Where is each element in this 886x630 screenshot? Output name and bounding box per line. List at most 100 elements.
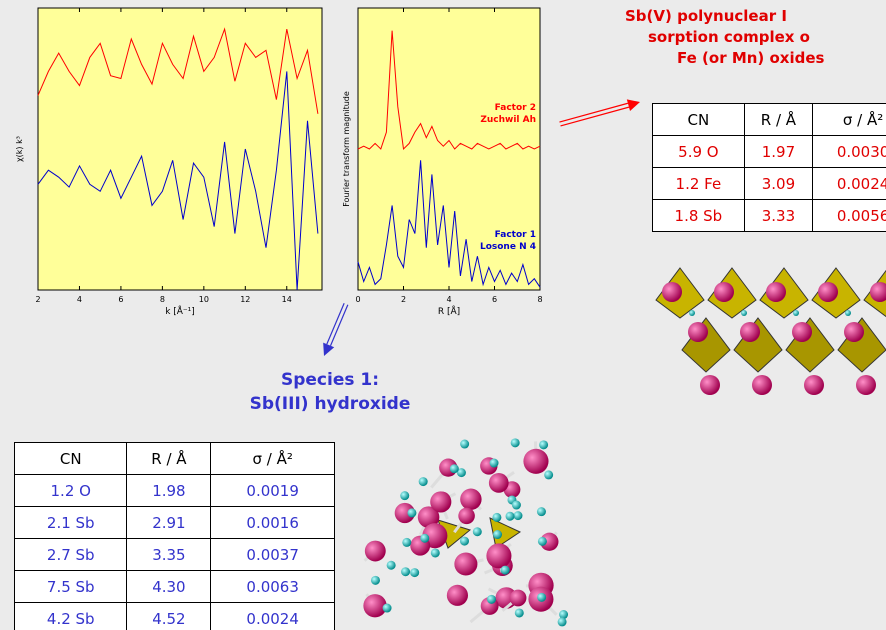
cell: 0.0024	[813, 168, 886, 200]
row: 2.7 Sb3.350.0037	[15, 539, 335, 571]
atom	[363, 594, 386, 617]
atom	[420, 534, 429, 543]
row: 4.2 Sb4.520.0024	[15, 603, 335, 630]
cell: 3.09	[744, 168, 812, 200]
atom	[714, 282, 734, 302]
atom	[523, 449, 548, 474]
atom	[792, 322, 812, 342]
atom	[430, 491, 451, 512]
atom	[515, 608, 524, 617]
species2-title-line: sorption complex o	[648, 27, 810, 48]
atom	[402, 538, 411, 547]
page: {"chart_data": [ {"type": "line", "xlabe…	[0, 0, 886, 630]
cell: 2.7 Sb	[15, 539, 127, 571]
arrow-head	[323, 343, 334, 356]
atom	[490, 459, 499, 468]
atom	[845, 310, 851, 316]
atom	[460, 537, 469, 546]
cell: 2.91	[127, 507, 211, 539]
atom	[511, 438, 520, 447]
atom	[447, 585, 468, 606]
arrow-shaft	[561, 107, 629, 126]
atom	[510, 590, 527, 607]
x-axis-label: R [Å]	[438, 305, 460, 317]
header-cell: R / Å	[744, 104, 812, 136]
atom	[700, 375, 720, 395]
slide: 2468101214k [Å⁻¹]χ(k) k³02468R [Å]Fourie…	[0, 0, 886, 630]
atom	[844, 322, 864, 342]
atom	[383, 604, 392, 613]
cell: 0.0024	[211, 603, 335, 630]
atom	[512, 501, 521, 510]
atom	[431, 548, 440, 557]
x-axis-label: k [Å⁻¹]	[165, 305, 195, 317]
cell: 1.8 Sb	[653, 200, 745, 232]
atom	[387, 561, 396, 570]
y-axis-label: χ(k) k³	[15, 136, 24, 162]
atom	[558, 617, 567, 626]
x-tick-label: 8	[537, 295, 542, 304]
atom	[804, 375, 824, 395]
arrow-shaft	[559, 103, 627, 122]
cell: 4.30	[127, 571, 211, 603]
atom	[741, 310, 747, 316]
cell: 4.52	[127, 603, 211, 630]
plot-area	[38, 8, 322, 290]
atom	[401, 567, 410, 576]
atom	[537, 507, 546, 516]
annotation: Factor 2	[495, 103, 536, 113]
atom	[501, 566, 510, 575]
atom	[818, 282, 838, 302]
atom	[473, 527, 482, 536]
title-line: Sb(III) hydroxide	[180, 392, 480, 416]
title-line: Species 1:	[180, 368, 480, 392]
y-axis-label: Fourier transform magnitude	[342, 91, 351, 207]
atom	[489, 473, 509, 493]
atom	[460, 440, 469, 449]
annotation: Factor 1	[495, 230, 536, 240]
species2-title-line: Fe (or Mn) oxides	[677, 48, 824, 69]
atom	[662, 282, 682, 302]
body: 2468101214k [Å⁻¹]χ(k) k³02468R [Å]Fourie…	[0, 0, 886, 630]
header-cell: CN	[653, 104, 745, 136]
atom	[793, 310, 799, 316]
species2-title-line: Sb(V) polynuclear I	[625, 6, 787, 27]
atom	[689, 310, 695, 316]
atom	[538, 537, 547, 546]
header-cell: σ / Å²	[211, 443, 335, 475]
atom	[419, 477, 428, 486]
cell: 5.9 O	[653, 136, 745, 168]
atom	[856, 375, 876, 395]
cell: 0.0063	[211, 571, 335, 603]
cell: 1.97	[744, 136, 812, 168]
atom	[688, 322, 708, 342]
arrow-shaft	[327, 303, 344, 344]
atom	[365, 541, 386, 562]
atom	[752, 375, 772, 395]
cell: 1.2 Fe	[653, 168, 745, 200]
species1-title: Species 1: Sb(III) hydroxide	[180, 368, 480, 416]
cell: 0.0019	[211, 475, 335, 507]
x-tick-label: 14	[282, 295, 292, 304]
cell: 0.0030	[813, 136, 886, 168]
x-tick-label: 0	[355, 295, 360, 304]
atom	[410, 568, 419, 577]
cell: 4.2 Sb	[15, 603, 127, 630]
atom	[450, 464, 459, 473]
cell: 0.0037	[211, 539, 335, 571]
atom	[486, 543, 511, 568]
arrow-shaft	[331, 305, 348, 346]
atom	[407, 508, 416, 517]
atom	[492, 513, 501, 522]
atom	[740, 322, 760, 342]
cell: 1.2 O	[15, 475, 127, 507]
cell: 1.98	[127, 475, 211, 507]
cell: 3.35	[127, 539, 211, 571]
